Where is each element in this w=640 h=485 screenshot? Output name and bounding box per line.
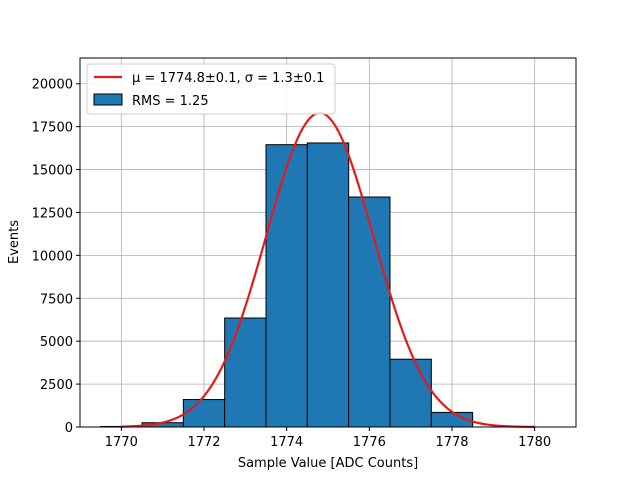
y-tick-label: 15000	[32, 164, 73, 179]
y-tick-label: 5000	[40, 335, 73, 350]
legend-box	[86, 63, 336, 115]
legend-hist-swatch	[93, 93, 123, 106]
y-axis-label: Events	[7, 220, 22, 264]
y-tick-label: 7500	[40, 292, 73, 307]
y-tick-label: 20000	[32, 78, 73, 93]
x-axis-ticks: 1770 1772 1774 1776 1778 1780	[105, 427, 551, 450]
x-axis-label: Sample Value [ADC Counts]	[238, 456, 418, 471]
histogram-bar	[265, 144, 308, 428]
x-tick-label: 1774	[270, 435, 303, 450]
y-axis-ticks: 0 2500 5000 7500 10000 12500 15000 17500 20000	[32, 78, 80, 436]
x-tick-label: 1772	[187, 435, 220, 450]
histogram-bar	[389, 358, 432, 428]
gaussian-fit	[121, 111, 535, 428]
plot-frame	[79, 57, 577, 428]
y-tick-label: 0	[65, 421, 73, 436]
histogram-bar	[348, 196, 391, 428]
histogram-bar	[224, 317, 267, 428]
x-tick-label: 1770	[105, 435, 138, 450]
x-tick-label: 1776	[353, 435, 386, 450]
y-tick-label: 17500	[32, 121, 73, 136]
fit-curve	[121, 111, 535, 428]
legend-fit-label: μ = 1774.8±0.1, σ = 1.3±0.1	[132, 71, 324, 86]
histogram-bar	[182, 399, 226, 428]
histogram-bars	[100, 142, 474, 428]
y-tick-label: 2500	[40, 378, 73, 393]
y-tick-label: 12500	[32, 206, 73, 221]
y-tick-label: 10000	[32, 249, 73, 264]
x-tick-label: 1780	[518, 435, 551, 450]
histogram-bar	[306, 142, 350, 428]
legend-hist-label: RMS = 1.25	[132, 94, 209, 109]
legend: μ = 1774.8±0.1, σ = 1.3±0.1 RMS = 1.25	[86, 63, 336, 115]
x-tick-label: 1778	[435, 435, 468, 450]
